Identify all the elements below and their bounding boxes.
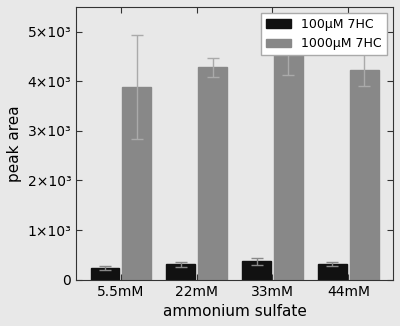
X-axis label: ammonium sulfate: ammonium sulfate xyxy=(163,304,306,319)
Legend: 100μM 7HC, 1000μM 7HC: 100μM 7HC, 1000μM 7HC xyxy=(261,13,387,55)
Bar xyxy=(318,264,347,280)
Bar xyxy=(122,87,151,280)
Bar xyxy=(274,52,303,280)
Bar xyxy=(166,264,195,280)
Bar xyxy=(90,268,119,280)
Bar xyxy=(350,70,379,280)
Bar xyxy=(242,261,271,280)
Bar xyxy=(198,67,227,280)
Y-axis label: peak area: peak area xyxy=(7,105,22,182)
